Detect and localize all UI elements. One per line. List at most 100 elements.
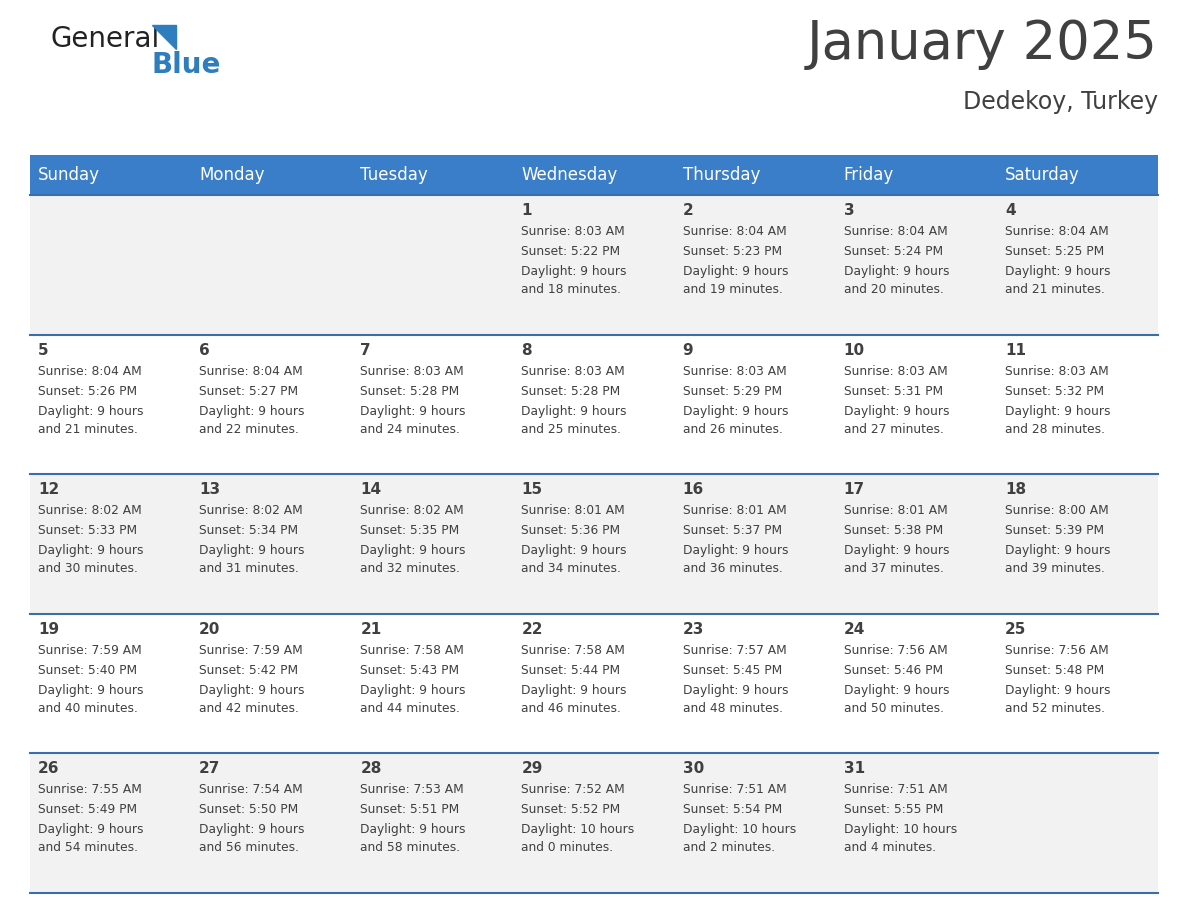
Text: and 32 minutes.: and 32 minutes. <box>360 562 460 576</box>
Text: 6: 6 <box>200 342 210 358</box>
Text: and 21 minutes.: and 21 minutes. <box>1005 283 1105 296</box>
Text: 9: 9 <box>683 342 693 358</box>
Text: Sunset: 5:45 PM: Sunset: 5:45 PM <box>683 664 782 677</box>
Bar <box>30 195 1158 334</box>
Text: Daylight: 10 hours: Daylight: 10 hours <box>843 823 958 836</box>
Text: 28: 28 <box>360 761 381 777</box>
Text: Sunrise: 7:53 AM: Sunrise: 7:53 AM <box>360 783 465 797</box>
Text: 8: 8 <box>522 342 532 358</box>
Text: and 46 minutes.: and 46 minutes. <box>522 701 621 715</box>
Bar <box>30 754 1158 893</box>
Text: Daylight: 9 hours: Daylight: 9 hours <box>200 823 304 836</box>
Text: Daylight: 9 hours: Daylight: 9 hours <box>360 544 466 557</box>
Text: Sunset: 5:52 PM: Sunset: 5:52 PM <box>522 803 620 816</box>
Text: 15: 15 <box>522 482 543 498</box>
Text: and 37 minutes.: and 37 minutes. <box>843 562 943 576</box>
Text: Sunset: 5:23 PM: Sunset: 5:23 PM <box>683 245 782 258</box>
Text: Daylight: 9 hours: Daylight: 9 hours <box>843 684 949 697</box>
Text: 1: 1 <box>522 203 532 218</box>
Bar <box>30 614 1158 754</box>
Text: Sunrise: 8:04 AM: Sunrise: 8:04 AM <box>200 364 303 377</box>
Text: and 44 minutes.: and 44 minutes. <box>360 701 460 715</box>
Text: Sunrise: 8:02 AM: Sunrise: 8:02 AM <box>200 504 303 517</box>
Text: Daylight: 9 hours: Daylight: 9 hours <box>200 684 304 697</box>
Text: Sunset: 5:27 PM: Sunset: 5:27 PM <box>200 385 298 397</box>
Text: Daylight: 9 hours: Daylight: 9 hours <box>200 544 304 557</box>
Text: and 19 minutes.: and 19 minutes. <box>683 283 783 296</box>
Text: 30: 30 <box>683 761 703 777</box>
Text: Monday: Monday <box>200 166 265 184</box>
Text: Sunrise: 7:56 AM: Sunrise: 7:56 AM <box>1005 644 1108 656</box>
Text: and 34 minutes.: and 34 minutes. <box>522 562 621 576</box>
Text: Sunrise: 8:04 AM: Sunrise: 8:04 AM <box>38 364 141 377</box>
Text: 5: 5 <box>38 342 49 358</box>
Text: and 52 minutes.: and 52 minutes. <box>1005 701 1105 715</box>
Text: Sunset: 5:33 PM: Sunset: 5:33 PM <box>38 524 137 537</box>
Text: Sunset: 5:43 PM: Sunset: 5:43 PM <box>360 664 460 677</box>
Text: Sunrise: 8:03 AM: Sunrise: 8:03 AM <box>1005 364 1108 377</box>
Text: and 31 minutes.: and 31 minutes. <box>200 562 299 576</box>
Text: and 50 minutes.: and 50 minutes. <box>843 701 943 715</box>
Text: 13: 13 <box>200 482 220 498</box>
Text: Sunrise: 7:58 AM: Sunrise: 7:58 AM <box>522 644 625 656</box>
Text: Sunrise: 7:52 AM: Sunrise: 7:52 AM <box>522 783 625 797</box>
Text: 31: 31 <box>843 761 865 777</box>
Text: Daylight: 9 hours: Daylight: 9 hours <box>1005 684 1111 697</box>
Text: Sunrise: 8:03 AM: Sunrise: 8:03 AM <box>683 364 786 377</box>
Text: 12: 12 <box>38 482 59 498</box>
Text: Sunrise: 8:00 AM: Sunrise: 8:00 AM <box>1005 504 1108 517</box>
Text: Sunset: 5:38 PM: Sunset: 5:38 PM <box>843 524 943 537</box>
Bar <box>30 334 1158 475</box>
Text: Wednesday: Wednesday <box>522 166 618 184</box>
Text: January 2025: January 2025 <box>807 18 1158 70</box>
Text: and 0 minutes.: and 0 minutes. <box>522 842 613 855</box>
Text: Daylight: 9 hours: Daylight: 9 hours <box>683 265 788 278</box>
Text: Sunrise: 7:59 AM: Sunrise: 7:59 AM <box>38 644 141 656</box>
Text: Sunday: Sunday <box>38 166 100 184</box>
Text: Sunset: 5:31 PM: Sunset: 5:31 PM <box>843 385 943 397</box>
Text: Daylight: 9 hours: Daylight: 9 hours <box>522 405 627 418</box>
Text: and 54 minutes.: and 54 minutes. <box>38 842 138 855</box>
Text: Daylight: 9 hours: Daylight: 9 hours <box>522 544 627 557</box>
Text: Sunset: 5:32 PM: Sunset: 5:32 PM <box>1005 385 1104 397</box>
Text: and 25 minutes.: and 25 minutes. <box>522 422 621 436</box>
Text: Sunset: 5:42 PM: Sunset: 5:42 PM <box>200 664 298 677</box>
Text: Sunset: 5:50 PM: Sunset: 5:50 PM <box>200 803 298 816</box>
Text: Daylight: 9 hours: Daylight: 9 hours <box>522 684 627 697</box>
Text: Tuesday: Tuesday <box>360 166 428 184</box>
Text: Thursday: Thursday <box>683 166 760 184</box>
Text: 3: 3 <box>843 203 854 218</box>
Text: and 4 minutes.: and 4 minutes. <box>843 842 936 855</box>
Text: Daylight: 9 hours: Daylight: 9 hours <box>522 265 627 278</box>
Text: Friday: Friday <box>843 166 893 184</box>
Text: Sunrise: 7:54 AM: Sunrise: 7:54 AM <box>200 783 303 797</box>
Text: 23: 23 <box>683 621 704 637</box>
Text: Dedekoy, Turkey: Dedekoy, Turkey <box>963 90 1158 114</box>
Text: Daylight: 9 hours: Daylight: 9 hours <box>683 544 788 557</box>
Text: Sunset: 5:46 PM: Sunset: 5:46 PM <box>843 664 943 677</box>
Text: and 39 minutes.: and 39 minutes. <box>1005 562 1105 576</box>
Text: Sunset: 5:34 PM: Sunset: 5:34 PM <box>200 524 298 537</box>
Text: 26: 26 <box>38 761 59 777</box>
Text: Daylight: 9 hours: Daylight: 9 hours <box>200 405 304 418</box>
Text: Sunset: 5:28 PM: Sunset: 5:28 PM <box>360 385 460 397</box>
Text: 18: 18 <box>1005 482 1026 498</box>
Polygon shape <box>152 25 176 49</box>
Text: 11: 11 <box>1005 342 1026 358</box>
Text: and 56 minutes.: and 56 minutes. <box>200 842 299 855</box>
Text: Sunset: 5:28 PM: Sunset: 5:28 PM <box>522 385 620 397</box>
Text: Sunset: 5:36 PM: Sunset: 5:36 PM <box>522 524 620 537</box>
Text: Sunset: 5:37 PM: Sunset: 5:37 PM <box>683 524 782 537</box>
Bar <box>30 155 1158 195</box>
Text: Daylight: 9 hours: Daylight: 9 hours <box>843 544 949 557</box>
Text: Daylight: 9 hours: Daylight: 9 hours <box>38 405 144 418</box>
Text: Daylight: 9 hours: Daylight: 9 hours <box>38 684 144 697</box>
Text: Daylight: 9 hours: Daylight: 9 hours <box>683 405 788 418</box>
Text: Sunset: 5:40 PM: Sunset: 5:40 PM <box>38 664 137 677</box>
Text: Daylight: 9 hours: Daylight: 9 hours <box>360 684 466 697</box>
Text: Sunset: 5:24 PM: Sunset: 5:24 PM <box>843 245 943 258</box>
Text: Sunrise: 7:56 AM: Sunrise: 7:56 AM <box>843 644 948 656</box>
Text: Daylight: 9 hours: Daylight: 9 hours <box>1005 405 1111 418</box>
Text: Daylight: 9 hours: Daylight: 9 hours <box>38 823 144 836</box>
Text: Sunrise: 8:02 AM: Sunrise: 8:02 AM <box>38 504 141 517</box>
